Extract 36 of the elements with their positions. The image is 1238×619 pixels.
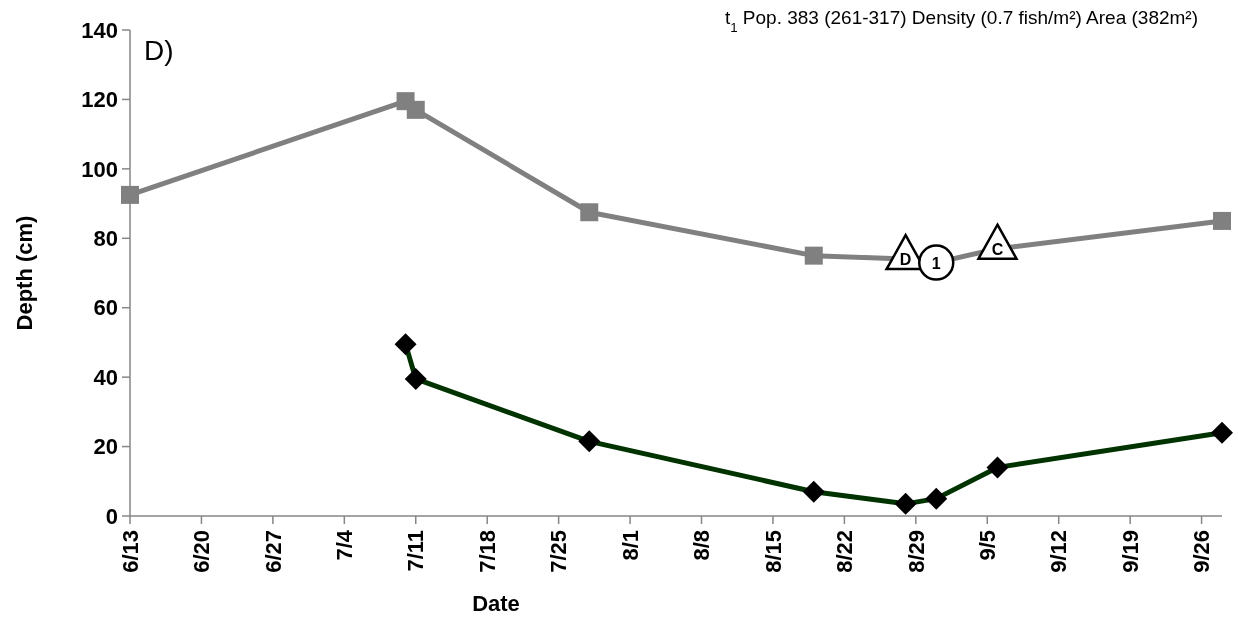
point (121, 185, 139, 204)
y-tick-label: 100 (81, 156, 118, 182)
y-tick-label: 120 (81, 87, 118, 113)
y-tick-label: 0 (105, 503, 118, 529)
y-tick-label: 20 (93, 434, 118, 460)
x-tick-label: 9/19 (1117, 530, 1143, 573)
point (1213, 211, 1231, 230)
x-tick-label: 7/25 (546, 530, 572, 573)
x-tick-label: 9/12 (1046, 530, 1072, 573)
y-tick-label: 80 (93, 225, 118, 251)
x-tick-label: 6/27 (260, 530, 286, 573)
x-axis-title: Date (472, 591, 520, 616)
x-tick-label: 7/18 (474, 530, 500, 573)
x-tick-label: 9/26 (1189, 530, 1215, 573)
x-tick-label: 8/15 (760, 530, 786, 573)
x-tick-label: 7/11 (403, 530, 429, 572)
x-tick-label: 6/13 (117, 530, 143, 573)
y-tick-label: 60 (93, 295, 118, 321)
x-tick-label: 8/8 (689, 530, 715, 561)
point (580, 203, 599, 222)
annotation: C (991, 240, 1004, 258)
annotation: 1 (931, 254, 941, 272)
point (406, 100, 425, 119)
y-axis-title: Depth (cm) (12, 215, 37, 331)
annotation: D (899, 251, 912, 269)
x-tick-label: 8/22 (832, 530, 858, 573)
x-tick-label: 7/4 (332, 529, 358, 561)
x-tick-label: 6/20 (189, 530, 215, 573)
y-tick-label: 40 (93, 364, 118, 390)
chart-title: t$_{1}$ Pop. 383 (261-317) Density (0.7 fish/m²) Area (382m²) (724, 7, 1198, 35)
x-tick-label: 8/1 (617, 530, 643, 561)
x-tick-label: 8/29 (903, 530, 929, 573)
annotation: D) (144, 35, 174, 66)
y-tick-label: 140 (81, 17, 118, 43)
point (804, 246, 823, 265)
x-tick-label: 9/5 (974, 530, 1000, 561)
